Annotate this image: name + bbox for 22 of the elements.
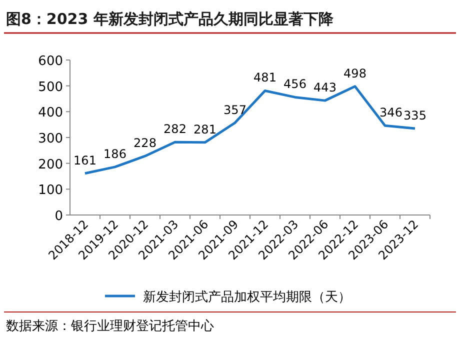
data-label: 228 bbox=[134, 136, 156, 150]
y-tick-label: 0 bbox=[54, 209, 63, 224]
y-tick-label: 100 bbox=[38, 183, 63, 198]
y-tick-label: 500 bbox=[38, 80, 63, 95]
source-note: 数据来源：银行业理财登记托管中心 bbox=[6, 318, 214, 334]
y-tick-label: 300 bbox=[38, 132, 63, 146]
data-label: 481 bbox=[254, 70, 276, 85]
data-label: 498 bbox=[344, 66, 366, 80]
data-label: 281 bbox=[194, 122, 216, 136]
data-label: 161 bbox=[74, 153, 96, 168]
data-label: 282 bbox=[164, 122, 186, 136]
data-label: 443 bbox=[314, 80, 336, 95]
y-tick-label: 400 bbox=[38, 106, 63, 121]
legend-label: 新发封闭式产品加权平均期限（天） bbox=[143, 290, 351, 305]
data-label: 346 bbox=[380, 106, 402, 120]
y-tick-label: 600 bbox=[38, 54, 63, 69]
data-label: 186 bbox=[104, 146, 126, 161]
chart-title: 图8：2023 年新发封闭式产品久期同比显著下降 bbox=[6, 10, 334, 28]
data-label: 335 bbox=[404, 108, 426, 122]
data-label: 357 bbox=[224, 102, 246, 117]
data-label: 456 bbox=[284, 77, 306, 92]
y-tick-label: 200 bbox=[38, 157, 63, 172]
